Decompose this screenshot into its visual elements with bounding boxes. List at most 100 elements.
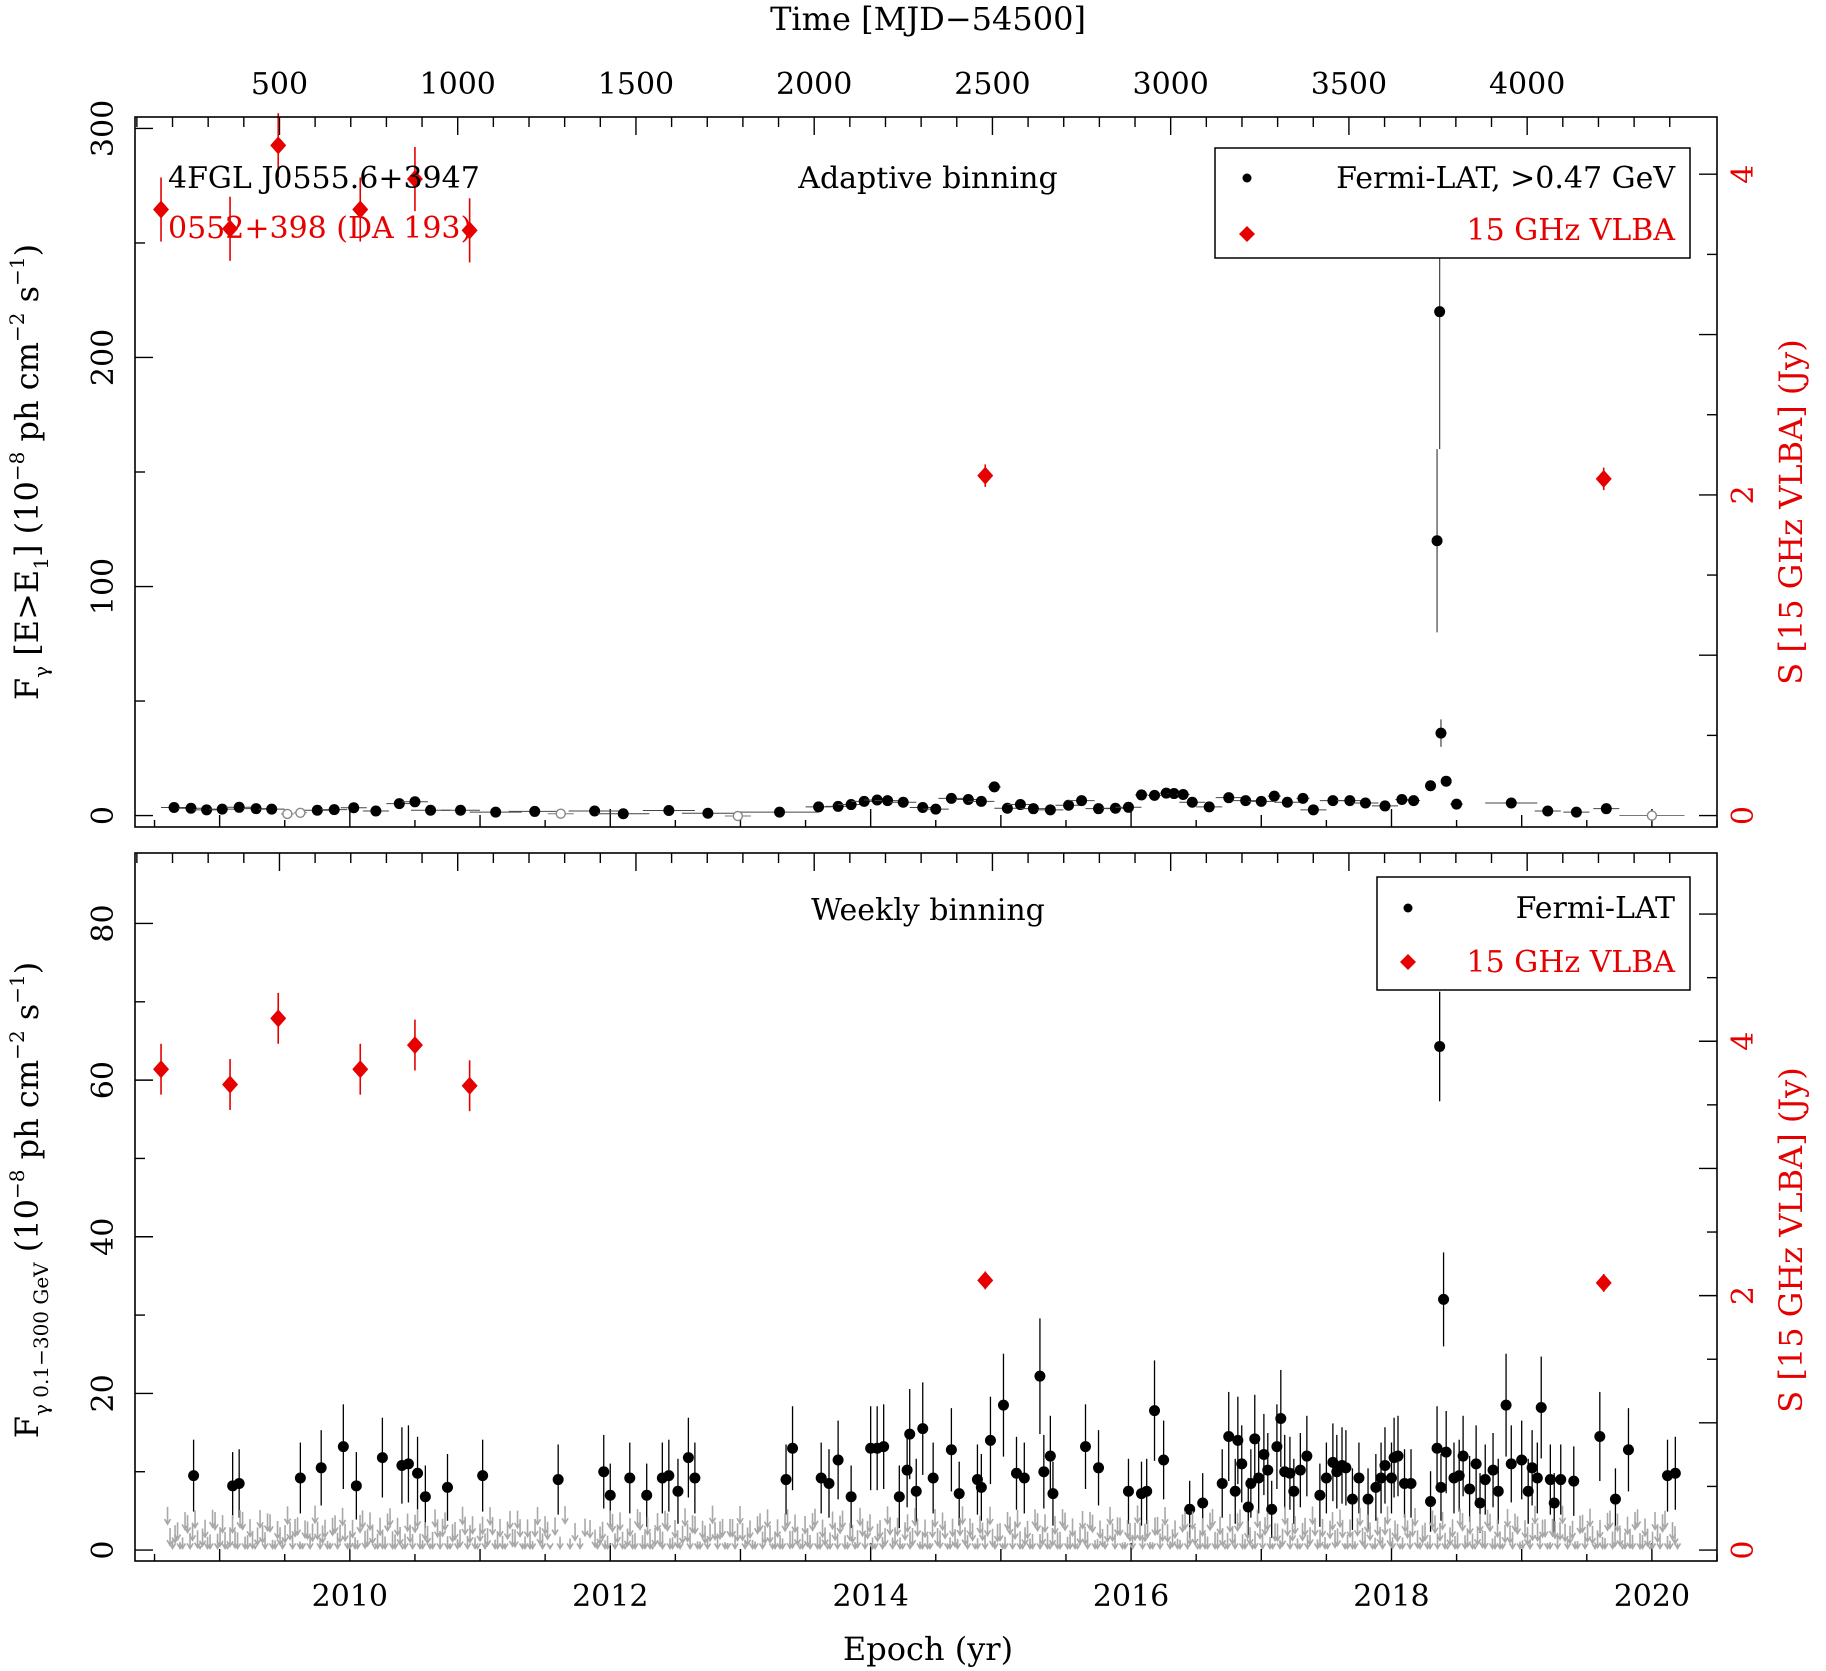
upper-limit-arrow	[1128, 1537, 1137, 1551]
upper-limit-arrow	[543, 1521, 552, 1541]
fermi-point	[1435, 727, 1447, 739]
fermi-point	[1135, 789, 1147, 801]
upper-limit-arrow	[368, 1525, 377, 1545]
fermi-point	[1500, 1399, 1512, 1411]
fermi-point	[1392, 1450, 1404, 1462]
upper-limit-arrow	[986, 1506, 994, 1526]
upper-limit-arrow	[826, 1532, 834, 1551]
fermi-point	[1492, 1485, 1504, 1497]
upper-limit-arrow	[1116, 1517, 1124, 1537]
upper-limit-arrow	[436, 1533, 444, 1551]
top-panel-frame	[134, 116, 1718, 828]
upper-limit-arrow	[913, 1518, 922, 1538]
upper-limit-arrow	[1231, 1533, 1239, 1551]
fermi-point	[1229, 1485, 1241, 1497]
upper-limit-arrow	[1103, 1524, 1112, 1543]
fermi-point	[1542, 805, 1554, 817]
fermi-point	[927, 1472, 939, 1484]
upper-limit-arrow	[981, 1535, 989, 1551]
fermi-point	[1434, 1040, 1446, 1052]
fermi-point	[1281, 796, 1293, 808]
bot-y-label-exp1: −1	[5, 974, 29, 1003]
upper-limit-arrow	[608, 1513, 617, 1533]
radio-source-label: 0552+398 (DA 193)	[168, 211, 472, 246]
upper-limit-arrow	[1383, 1506, 1392, 1526]
bot-y2tick-label: 0	[1726, 1540, 1761, 1559]
upper-limit-arrow	[313, 1521, 322, 1541]
fermi-point	[1122, 801, 1134, 813]
upper-limit-arrow	[763, 1509, 772, 1529]
upper-limit-arrow	[1028, 1533, 1037, 1551]
fermi-point	[845, 1491, 857, 1503]
upper-limit-arrow	[773, 1519, 782, 1539]
fermi-point	[1474, 1497, 1486, 1509]
upper-limit-arrow	[736, 1506, 744, 1525]
fermi-point	[1240, 795, 1252, 807]
upper-limit-arrow	[1093, 1539, 1102, 1551]
upper-limit-arrow	[903, 1514, 912, 1534]
upper-limit-arrow	[1101, 1542, 1109, 1551]
fermi-point	[370, 805, 382, 817]
fermi-point	[1346, 1493, 1358, 1505]
upper-limit-arrow	[636, 1512, 644, 1531]
upper-limit-arrow	[178, 1537, 187, 1551]
upper-limit-arrow	[418, 1540, 427, 1551]
upper-limit-arrow	[858, 1518, 867, 1538]
fermi-point	[871, 794, 883, 806]
upper-limit-arrow	[866, 1514, 874, 1534]
fermi-point	[672, 1485, 684, 1497]
fermi-point	[832, 1454, 844, 1466]
upper-limit-arrow	[386, 1508, 394, 1527]
upper-limit-arrow	[306, 1536, 314, 1551]
fermi-point	[1203, 801, 1215, 813]
upper-limit-arrow	[1476, 1514, 1484, 1533]
fermi-point	[1223, 1430, 1235, 1442]
fermi-point	[490, 806, 502, 818]
upper-limit-arrow	[341, 1523, 349, 1543]
upper-limit-arrow	[1503, 1509, 1512, 1528]
fermi-point	[1396, 794, 1408, 806]
fermi-point	[1353, 1472, 1365, 1484]
upper-limit-arrow	[806, 1535, 814, 1551]
upper-limit-arrow	[331, 1515, 339, 1534]
fermi-point	[1464, 1483, 1476, 1495]
upper-limit-arrow	[708, 1505, 717, 1525]
bot-y2tick-label: 4	[1726, 1032, 1761, 1051]
fermi-point	[1018, 1472, 1030, 1484]
upper-limit-arrow	[1601, 1538, 1609, 1551]
upper-limit-arrow	[921, 1519, 929, 1539]
fermi-point	[910, 1485, 922, 1497]
upper-limit-arrow	[546, 1543, 554, 1551]
fermi-point	[168, 802, 180, 814]
upper-limit-arrow	[871, 1543, 879, 1551]
upper-limit-arrow	[1041, 1514, 1049, 1534]
top-y2tick-label: 2	[1726, 485, 1761, 504]
fermi-point	[598, 1466, 610, 1478]
upper-limit-arrow	[598, 1521, 607, 1541]
vlba-point	[977, 466, 994, 485]
upper-limit-arrow	[1568, 1520, 1577, 1540]
upper-limit-arrow	[1048, 1528, 1057, 1547]
fermi-point	[815, 1472, 827, 1484]
top-ytick-label: 0	[86, 806, 121, 825]
upper-limit-arrow	[1648, 1531, 1657, 1551]
fermi-point	[1149, 1405, 1161, 1417]
fermi-point	[1027, 803, 1039, 815]
bot-y2tick-label: 2	[1726, 1286, 1761, 1305]
upper-limit-arrow	[476, 1523, 484, 1543]
upper-limit-arrow	[206, 1534, 214, 1551]
top-legend-vlba-marker	[1239, 226, 1255, 242]
fermi-point	[1470, 1458, 1482, 1470]
upper-limit-arrow	[308, 1523, 317, 1543]
mjd-tick-label: 2000	[776, 67, 852, 102]
fermi-point	[1294, 1464, 1306, 1476]
fermi-point	[1197, 1497, 1209, 1509]
upper-limit-arrow	[533, 1507, 542, 1526]
upper-limit-arrow	[1531, 1505, 1539, 1525]
upper-limit-arrow	[1638, 1534, 1647, 1551]
upper-limit-arrow	[1208, 1509, 1217, 1528]
fermi-point	[1232, 1434, 1244, 1446]
upper-limit-arrow	[1656, 1533, 1664, 1551]
fermi-point	[1076, 795, 1088, 807]
fermi-point	[1262, 1464, 1274, 1476]
